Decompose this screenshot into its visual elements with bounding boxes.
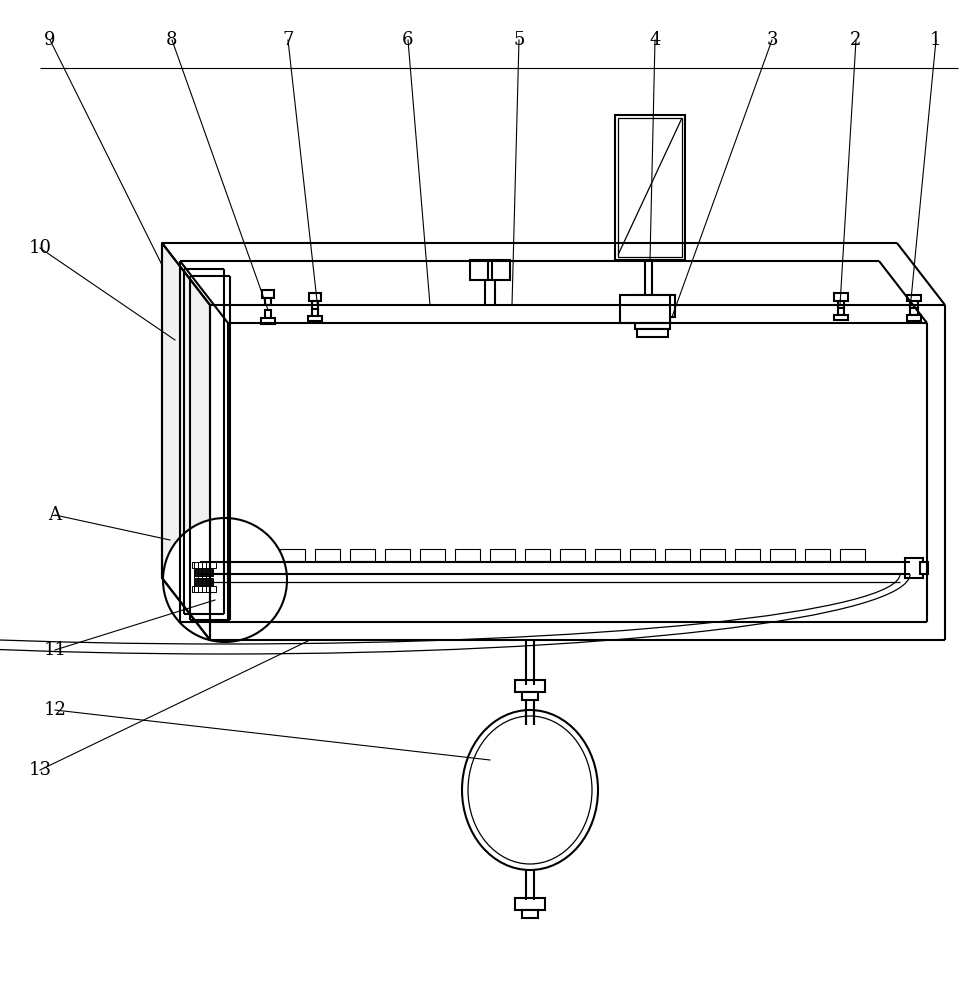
- Bar: [384, 549, 410, 561]
- Bar: [559, 549, 585, 561]
- Bar: [244, 549, 270, 561]
- Bar: [469, 260, 510, 280]
- Bar: [910, 301, 917, 308]
- Bar: [839, 549, 865, 561]
- Bar: [595, 549, 619, 561]
- Bar: [350, 549, 375, 561]
- Bar: [280, 549, 305, 561]
- Bar: [455, 549, 479, 561]
- Bar: [630, 295, 674, 317]
- Bar: [635, 317, 669, 329]
- Bar: [195, 568, 213, 576]
- Bar: [490, 549, 514, 561]
- Text: 8: 8: [166, 31, 178, 49]
- Text: 5: 5: [512, 31, 524, 49]
- Text: 4: 4: [648, 31, 660, 49]
- Bar: [919, 562, 927, 574]
- Text: 9: 9: [44, 31, 56, 49]
- Bar: [619, 295, 669, 323]
- Bar: [265, 310, 271, 318]
- Text: 2: 2: [850, 31, 861, 49]
- Bar: [637, 329, 667, 337]
- Bar: [906, 315, 920, 321]
- Polygon shape: [161, 243, 210, 640]
- Bar: [312, 301, 318, 309]
- Circle shape: [162, 518, 287, 642]
- Bar: [833, 293, 847, 301]
- Text: 1: 1: [929, 31, 941, 49]
- Bar: [906, 295, 920, 301]
- Bar: [262, 290, 274, 298]
- Bar: [315, 549, 339, 561]
- Bar: [521, 910, 538, 918]
- Text: 11: 11: [43, 641, 67, 659]
- Bar: [312, 309, 318, 316]
- Bar: [514, 898, 545, 910]
- Bar: [904, 558, 922, 578]
- Bar: [261, 318, 275, 324]
- Bar: [910, 308, 917, 315]
- Bar: [308, 316, 322, 321]
- Bar: [192, 562, 216, 568]
- Text: 12: 12: [43, 701, 67, 719]
- Bar: [617, 118, 682, 257]
- Bar: [837, 308, 843, 315]
- Text: 7: 7: [282, 31, 293, 49]
- Bar: [770, 549, 794, 561]
- Bar: [664, 549, 689, 561]
- Bar: [309, 293, 321, 301]
- Bar: [265, 298, 271, 305]
- Text: 13: 13: [28, 761, 52, 779]
- Bar: [837, 301, 843, 308]
- Bar: [804, 549, 829, 561]
- Bar: [614, 115, 685, 260]
- Bar: [699, 549, 725, 561]
- Bar: [420, 549, 445, 561]
- Bar: [195, 578, 213, 586]
- Bar: [521, 692, 538, 700]
- Bar: [192, 586, 216, 592]
- Text: A: A: [49, 506, 62, 524]
- Text: 3: 3: [766, 31, 777, 49]
- Bar: [514, 680, 545, 692]
- Bar: [833, 315, 847, 320]
- Ellipse shape: [462, 710, 598, 870]
- Bar: [630, 549, 654, 561]
- Bar: [734, 549, 759, 561]
- Ellipse shape: [467, 716, 592, 864]
- Text: 10: 10: [28, 239, 52, 257]
- Bar: [524, 549, 550, 561]
- Text: 6: 6: [402, 31, 414, 49]
